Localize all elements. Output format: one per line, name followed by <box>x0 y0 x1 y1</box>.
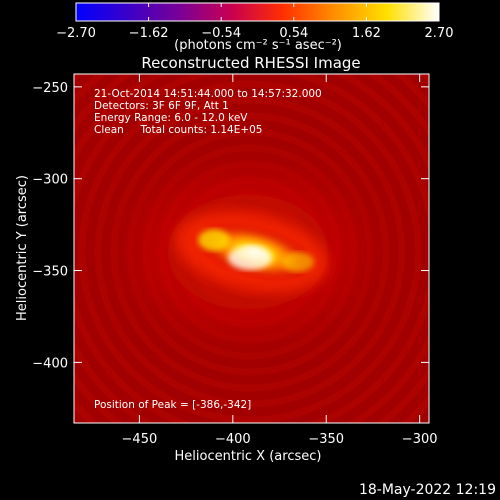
y-tick-label: −300 <box>32 173 68 188</box>
annotation-time-range: 21-Oct-2014 14:51:44.000 to 14:57:32.000 <box>94 88 322 100</box>
annotation-peak-position: Position of Peak = [-386,-342] <box>94 399 251 411</box>
annotation-detectors: Detectors: 3F 6F 9F, Att 1 <box>94 100 229 112</box>
emission-west-knot <box>198 229 230 251</box>
colorbar-tick-label: 0.54 <box>279 26 308 41</box>
annotation-energy-range: Energy Range: 6.0 - 12.0 keV <box>94 112 248 124</box>
colorbar <box>75 2 440 22</box>
y-tick-label: −400 <box>32 356 68 371</box>
y-axis-ticks: −250 −300 −350 −400 <box>32 81 429 371</box>
chart-title: Reconstructed RHESSI Image <box>141 54 360 72</box>
colorbar-tick-label: 2.70 <box>425 26 454 41</box>
colorbar-units-label: (photons cm⁻² s⁻¹ asec⁻²) <box>174 38 342 53</box>
plot-frame <box>73 73 430 424</box>
colorbar-tick-label: −0.54 <box>201 26 241 41</box>
y-tick-label: −350 <box>32 265 68 280</box>
x-axis-label: Heliocentric X (arcsec) <box>175 449 322 464</box>
x-tick-label: −300 <box>402 432 438 447</box>
colorbar-tick-label: −1.62 <box>129 26 169 41</box>
image-area <box>74 74 429 423</box>
y-axis-label: Heliocentric Y (arcsec) <box>15 175 30 321</box>
x-tick-label: −400 <box>215 432 251 447</box>
footer-timestamp: 18-May-2022 12:19 <box>359 482 496 498</box>
x-axis-ticks: −450 −400 −350 −300 <box>122 74 438 447</box>
colorbar-ticks: −2.70 −1.62 −0.54 0.54 1.62 2.70 <box>56 3 453 41</box>
x-tick-label: −350 <box>308 432 344 447</box>
colorbar-tick-label: 1.62 <box>352 26 381 41</box>
x-tick-label: −450 <box>122 432 158 447</box>
emission-peak <box>228 246 272 270</box>
annotation-clean-counts: Clean Total counts: 1.14E+05 <box>94 124 263 136</box>
texture-ring <box>78 80 422 423</box>
emission-east-knot <box>282 252 314 272</box>
y-tick-label: −250 <box>32 81 68 96</box>
colorbar-tick-label: −2.70 <box>56 26 96 41</box>
